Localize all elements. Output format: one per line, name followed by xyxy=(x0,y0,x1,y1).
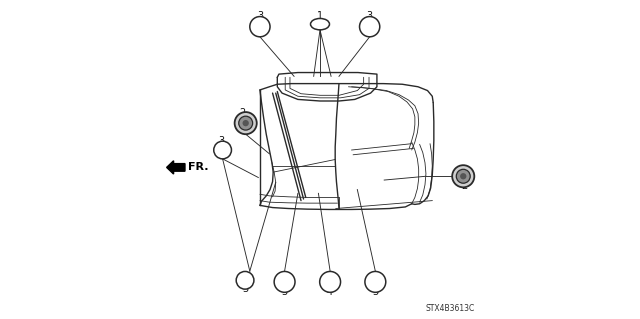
Text: STX4B3613C: STX4B3613C xyxy=(426,304,475,313)
Text: 1: 1 xyxy=(317,11,323,21)
Text: 3: 3 xyxy=(282,287,287,297)
Ellipse shape xyxy=(310,19,330,30)
Circle shape xyxy=(456,169,470,183)
Circle shape xyxy=(214,141,232,159)
Text: 4: 4 xyxy=(327,287,333,297)
Circle shape xyxy=(239,116,253,130)
Text: 2: 2 xyxy=(239,108,245,118)
Circle shape xyxy=(274,271,295,292)
Circle shape xyxy=(365,271,386,292)
Text: FR.: FR. xyxy=(188,162,208,172)
Text: 2: 2 xyxy=(461,182,467,191)
Text: 3: 3 xyxy=(242,284,248,293)
FancyArrow shape xyxy=(166,161,185,174)
Circle shape xyxy=(250,17,270,37)
Circle shape xyxy=(243,120,249,126)
Text: 3: 3 xyxy=(367,11,372,21)
Circle shape xyxy=(452,165,474,187)
Circle shape xyxy=(360,17,380,37)
Circle shape xyxy=(460,173,467,179)
Circle shape xyxy=(236,271,254,289)
Text: 3: 3 xyxy=(372,287,378,297)
Text: 3: 3 xyxy=(257,11,263,21)
Circle shape xyxy=(235,112,257,134)
Text: 3: 3 xyxy=(218,136,225,146)
Circle shape xyxy=(320,271,340,292)
